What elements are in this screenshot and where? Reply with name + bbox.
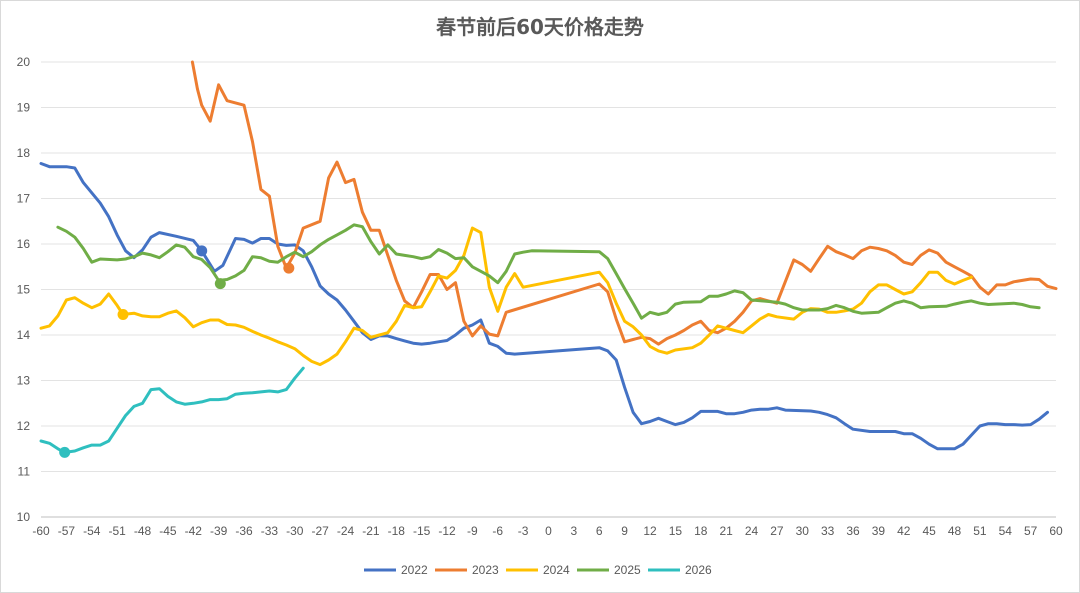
series-marker-2026: [59, 446, 71, 458]
x-tick-label: 48: [948, 524, 962, 538]
x-tick-label: 60: [1049, 524, 1063, 538]
x-tick-label: 42: [897, 524, 911, 538]
x-tick-label: 6: [596, 524, 603, 538]
y-tick-label: 13: [17, 374, 31, 388]
chart-title: 春节前后60天价格走势: [435, 15, 644, 39]
x-tick-label: 9: [621, 524, 628, 538]
series-line-2023: [190, 60, 1058, 346]
x-tick-label: -21: [362, 524, 380, 538]
y-tick-label: 19: [17, 101, 31, 115]
series-marker-2024: [117, 309, 129, 321]
legend-label-2023: 2023: [472, 563, 499, 577]
x-axis-ticks: -60 -57 -54 -51 -48 -45 -42 -39 -36 -33 -30 -27 -24-…: [32, 524, 1063, 538]
series-line-2026: [39, 366, 305, 454]
x-tick-label: -39: [210, 524, 228, 538]
x-tick-label: 15: [669, 524, 683, 538]
x-tick-label: -15: [413, 524, 431, 538]
x-tick-label: 39: [872, 524, 886, 538]
legend-label-2024: 2024: [543, 563, 570, 577]
x-tick-label: -33: [261, 524, 279, 538]
x-tick-label: 51: [973, 524, 987, 538]
x-tick-label: 45: [922, 524, 936, 538]
x-tick-label: 12: [643, 524, 657, 538]
series-line-2024: [39, 226, 973, 367]
x-tick-label: -24: [337, 524, 355, 538]
series-marker-2022: [196, 245, 208, 257]
y-tick-label: 15: [17, 283, 31, 297]
y-tick-label: 11: [18, 465, 31, 479]
x-tick-label: 57: [1024, 524, 1038, 538]
y-tick-label: 14: [17, 328, 31, 342]
x-tick-label: -54: [83, 524, 101, 538]
x-tick-label: -51: [108, 524, 126, 538]
x-tick-label: -42: [185, 524, 203, 538]
series-lines: [39, 60, 1058, 458]
x-tick-label: -30: [286, 524, 304, 538]
gridlines: [41, 61, 1056, 518]
x-tick-label: -48: [134, 524, 152, 538]
legend: 2022 2023 2024 2025 2026: [364, 563, 712, 577]
x-tick-label: -3: [518, 524, 529, 538]
x-tick-label: 24: [745, 524, 759, 538]
y-tick-label: 12: [17, 419, 31, 433]
x-tick-label: 30: [796, 524, 810, 538]
x-tick-label: -18: [388, 524, 406, 538]
legend-label-2025: 2025: [614, 563, 641, 577]
x-tick-label: -45: [159, 524, 177, 538]
x-tick-label: 0: [545, 524, 552, 538]
x-tick-label: -12: [438, 524, 456, 538]
x-tick-label: 3: [571, 524, 578, 538]
x-tick-label: 54: [999, 524, 1013, 538]
x-tick-label: 21: [719, 524, 733, 538]
legend-label-2022: 2022: [401, 563, 428, 577]
y-tick-label: 20: [17, 55, 31, 69]
legend-label-2026: 2026: [685, 563, 712, 577]
x-tick-label: 33: [821, 524, 835, 538]
x-tick-label: 36: [846, 524, 860, 538]
series-line-2025: [56, 223, 1041, 320]
series-line-2022: [39, 162, 1049, 451]
x-tick-label: -9: [467, 524, 478, 538]
x-tick-label: 27: [770, 524, 784, 538]
x-tick-label: -6: [492, 524, 503, 538]
x-tick-label: 18: [694, 524, 708, 538]
x-tick-label: -57: [58, 524, 76, 538]
y-tick-label: 17: [17, 192, 31, 206]
series-marker-2023: [283, 262, 295, 274]
series-marker-2025: [214, 278, 226, 290]
x-tick-label: -27: [311, 524, 329, 538]
y-tick-label: 18: [17, 146, 31, 160]
y-tick-label: 16: [17, 237, 31, 251]
y-axis-ticks: 10 11 12 13 14 15 16 17 18 19 20: [17, 55, 31, 524]
x-tick-label: -36: [235, 524, 253, 538]
x-tick-label: -60: [32, 524, 50, 538]
y-tick-label: 10: [17, 510, 31, 524]
